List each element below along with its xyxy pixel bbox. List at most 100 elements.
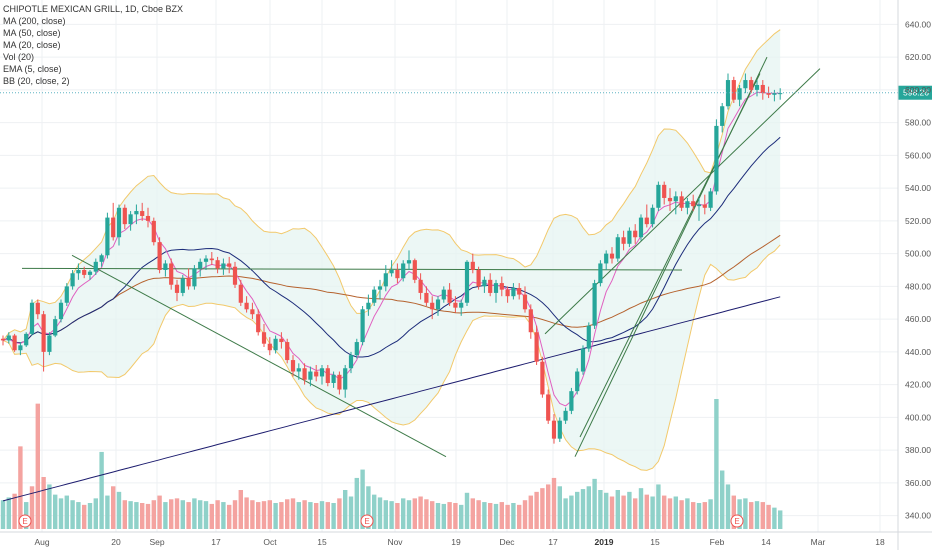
volume-bar: [609, 496, 615, 529]
candle-body: [285, 342, 290, 361]
candle-body: [528, 309, 533, 333]
volume-bar: [128, 501, 133, 529]
legend-indicator-bollinger[interactable]: BB (20, close, 2): [3, 76, 70, 86]
candle-body: [348, 355, 354, 369]
x-tick-label: Dec: [499, 537, 515, 547]
y-tick-label: 540.00: [905, 183, 931, 193]
candle-body: [430, 302, 435, 310]
candle-body: [238, 284, 243, 303]
candle-body: [476, 270, 481, 287]
volume-bar: [383, 500, 388, 529]
candle-body: [6, 335, 11, 341]
volume-bar: [232, 500, 238, 529]
candle-body: [563, 410, 568, 421]
candle-body: [261, 332, 267, 344]
candle-body: [122, 207, 127, 225]
candle-body: [279, 338, 284, 343]
candle-body: [140, 211, 145, 216]
candle-body: [174, 284, 180, 293]
x-tick-label: Mar: [811, 537, 826, 547]
x-tick-label: Nov: [387, 537, 403, 547]
volume-bar: [720, 470, 725, 529]
y-tick-label: 480.00: [905, 281, 931, 291]
volume-bar: [325, 502, 330, 529]
x-tick-label: 15: [650, 537, 660, 547]
candle-body: [128, 214, 133, 225]
volume-bar: [145, 503, 151, 529]
candle-body: [691, 201, 696, 207]
y-tick-label: 420.00: [905, 380, 931, 390]
volume-bar: [685, 498, 690, 529]
volume-bar: [592, 478, 597, 529]
legend-title[interactable]: CHIPOTLE MEXICAN GRILL, 1D, Cboe BZX: [3, 4, 184, 14]
candle-body: [395, 270, 400, 279]
x-tick-label: 15: [317, 537, 327, 547]
volume-bar: [749, 502, 754, 529]
volume-bar: [453, 503, 458, 529]
volume-bar: [534, 491, 539, 529]
volume-bar: [331, 503, 336, 529]
candle-body: [331, 374, 336, 383]
volume-bar: [302, 500, 307, 529]
volume-bar: [650, 496, 655, 529]
candle-body: [116, 207, 122, 238]
x-tick-label: Oct: [263, 537, 277, 547]
y-tick-label: 640.00: [905, 19, 931, 29]
volume-bar: [546, 484, 551, 529]
volume-bar: [621, 495, 626, 529]
volume-bar: [99, 451, 104, 529]
candle-body: [760, 84, 765, 94]
x-tick-label: Aug: [34, 537, 49, 547]
legend-indicator-ma200[interactable]: MA (200, close): [3, 16, 66, 26]
candle-body: [343, 368, 348, 390]
candle-body: [435, 299, 441, 310]
volume-bar: [743, 498, 748, 529]
volume-bar: [459, 504, 464, 529]
candle-body: [459, 302, 464, 308]
volume-bar: [418, 496, 423, 529]
candle-body: [29, 302, 35, 334]
candle-body: [24, 333, 29, 346]
volume-bar: [273, 503, 278, 529]
volume-bar: [691, 502, 696, 529]
candle-body: [76, 270, 81, 274]
candle-body: [47, 335, 52, 352]
volume-bar: [244, 497, 249, 529]
candle-body: [232, 266, 238, 285]
earnings-marker: [360, 514, 374, 528]
candle-body: [679, 196, 684, 208]
legend-indicator-ma20[interactable]: MA (20, close): [3, 40, 61, 50]
candle-body: [714, 125, 719, 192]
volume-bar: [528, 495, 533, 529]
volume-bar: [737, 499, 742, 529]
volume-bar: [598, 490, 603, 529]
candle-body: [87, 271, 93, 275]
candle-body: [64, 286, 69, 303]
candle-body: [493, 283, 499, 293]
y-tick-label: 360.00: [905, 478, 931, 488]
ma20-line: [2, 136, 781, 358]
volume-bar: [134, 502, 139, 529]
volume-bar: [354, 477, 359, 529]
volume-bar: [517, 504, 522, 529]
volume-bar: [725, 484, 731, 529]
candle-body: [0, 338, 6, 341]
candle-body: [441, 289, 446, 300]
y-tick-label: 620.00: [905, 52, 931, 62]
legend-indicator-volume[interactable]: Vol (20): [3, 52, 35, 62]
volume-bar: [412, 498, 417, 529]
volume-bar: [157, 495, 162, 529]
volume-bar: [447, 502, 452, 529]
volume-bar: [58, 498, 64, 529]
volume-bar: [337, 498, 342, 529]
volume-bar: [221, 502, 226, 529]
candle-body: [319, 368, 325, 377]
earnings-marker-label: E: [364, 517, 369, 526]
legend-indicator-ma50[interactable]: MA (50, close): [3, 28, 61, 38]
candle-body: [209, 258, 214, 261]
volume-bar: [575, 491, 580, 529]
legend-indicator-ema5[interactable]: EMA (5, close): [3, 64, 62, 74]
volume-bar: [151, 500, 156, 529]
